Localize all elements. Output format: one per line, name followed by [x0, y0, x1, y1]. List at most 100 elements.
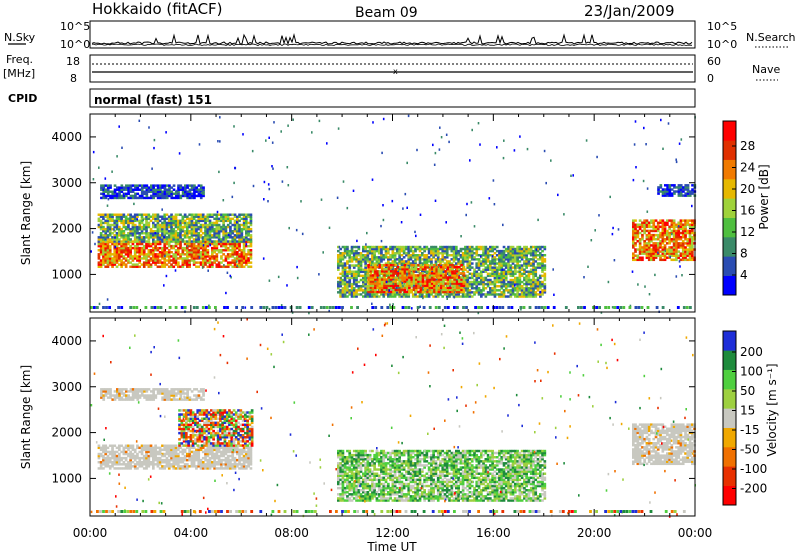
heatmap-cell [165, 192, 169, 196]
heatmap-cell [371, 263, 375, 267]
heatmap-cell [468, 282, 472, 286]
heatmap-cell [152, 223, 155, 227]
heatmap-cell [468, 254, 472, 257]
heatmap-cell [102, 234, 105, 237]
heatmap-cell [468, 252, 472, 255]
heatmap-cell [190, 240, 194, 243]
heatmap-cell [129, 227, 132, 231]
heatmap-cell [127, 188, 130, 191]
heatmap-cell [473, 287, 476, 290]
heatmap-cell [167, 253, 171, 256]
heatmap-cell [675, 240, 678, 243]
heatmap-cell [664, 188, 667, 191]
heatmap-cell [233, 181, 235, 185]
heatmap-cell [416, 245, 420, 249]
heatmap-cell [655, 306, 659, 309]
heatmap-cell [430, 280, 434, 283]
heatmap-cell [681, 248, 685, 251]
heatmap-cell [654, 254, 658, 257]
heatmap-cell [423, 249, 426, 253]
heatmap-cell [516, 258, 519, 261]
cpid-label: CPID [8, 92, 37, 105]
heatmap-cell [124, 253, 128, 256]
heatmap-cell [400, 254, 404, 257]
heatmap-cell [504, 266, 508, 269]
heatmap-cell [133, 219, 137, 223]
heatmap-cell [498, 268, 501, 271]
heatmap-cell [457, 270, 460, 273]
heatmap-cell [532, 245, 535, 249]
heatmap-cell [186, 257, 189, 260]
heatmap-cell [102, 253, 105, 256]
heatmap-cell [645, 223, 649, 226]
heatmap-cell [504, 262, 508, 265]
heatmap-cell [396, 274, 400, 277]
heatmap-cell [661, 248, 665, 251]
heatmap-cell [366, 249, 370, 253]
heatmap-cell [145, 186, 149, 189]
heatmap-cell [364, 276, 367, 280]
heatmap-cell [398, 295, 401, 298]
heatmap-cell [518, 260, 522, 263]
heatmap-cell [534, 274, 538, 278]
heatmap-cell [158, 236, 162, 239]
heatmap-cell [464, 274, 467, 278]
heatmap-cell [206, 251, 210, 254]
heatmap-cell [177, 246, 180, 250]
heatmap-cell [211, 234, 214, 237]
heatmap-cell [165, 253, 169, 256]
heatmap-cell [364, 266, 367, 269]
heatmap-cell [366, 295, 370, 298]
heatmap-cell [201, 306, 205, 309]
heatmap-cell [446, 263, 450, 267]
heatmap-cell [516, 262, 519, 265]
heatmap-cell [175, 196, 178, 200]
heatmap-cell [380, 247, 383, 251]
heatmap-cell [536, 287, 540, 290]
heatmap-cell [385, 286, 389, 290]
heatmap-cell [652, 242, 656, 245]
heatmap-cell [366, 287, 370, 290]
heatmap-cell [396, 270, 399, 273]
heatmap-cell [127, 225, 130, 229]
heatmap-cell [213, 242, 216, 246]
heatmap-cell [179, 213, 182, 216]
heatmap-cell [375, 258, 379, 261]
heatmap-cell [486, 280, 490, 284]
noise-right-tick-top: 10^5 [707, 20, 737, 33]
heatmap-cell [432, 276, 435, 280]
heatmap-cell [192, 242, 196, 246]
heatmap-cell [455, 245, 458, 249]
heatmap-cell [113, 263, 117, 266]
heatmap-cell [167, 238, 171, 241]
heatmap-cell [480, 306, 483, 309]
heatmap-cell [177, 232, 180, 235]
heatmap-cell [686, 219, 690, 222]
heatmap-cell [118, 238, 121, 241]
heatmap-cell [371, 178, 374, 181]
heatmap-cell [161, 251, 164, 254]
heatmap-cell [158, 215, 162, 218]
heatmap-cell [650, 238, 653, 241]
heatmap-cell [502, 280, 506, 284]
heatmap-cell [525, 252, 528, 255]
heatmap-cell [343, 272, 347, 276]
heatmap-cell [145, 227, 148, 231]
heatmap-cell [190, 234, 194, 237]
heatmap-cell [195, 221, 198, 225]
heatmap-cell [177, 263, 180, 266]
heatmap-cell [451, 276, 454, 279]
heatmap-cell [489, 291, 492, 294]
heatmap-cell [374, 284, 377, 287]
heatmap-cell [163, 259, 167, 262]
heatmap-cell [179, 232, 182, 235]
heatmap-cell [525, 282, 528, 286]
heatmap-cell [399, 284, 402, 287]
heatmap-cell [424, 265, 427, 269]
heatmap-cell [371, 274, 375, 277]
heatmap-cell [509, 256, 513, 259]
heatmap-cell [641, 246, 644, 249]
heatmap-cell [500, 249, 504, 253]
heatmap-cell [675, 258, 678, 262]
heatmap-cell [97, 265, 101, 268]
